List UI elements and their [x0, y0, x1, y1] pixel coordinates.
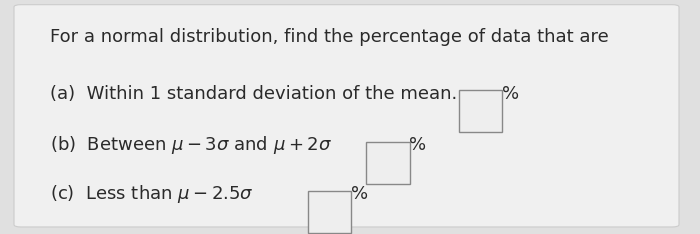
Text: %: %	[502, 85, 519, 102]
Text: (b)  Between $\mu - 3\sigma$ and $\mu + 2\sigma$: (b) Between $\mu - 3\sigma$ and $\mu + 2…	[50, 134, 332, 156]
FancyBboxPatch shape	[308, 191, 351, 233]
FancyBboxPatch shape	[14, 5, 679, 227]
Text: (a)  Within 1 standard deviation of the mean.: (a) Within 1 standard deviation of the m…	[50, 85, 458, 102]
Text: %: %	[410, 136, 426, 154]
FancyBboxPatch shape	[458, 90, 502, 132]
FancyBboxPatch shape	[366, 142, 410, 184]
Text: For a normal distribution, find the percentage of data that are: For a normal distribution, find the perc…	[50, 29, 609, 46]
Text: %: %	[351, 185, 368, 203]
Text: (c)  Less than $\mu - 2.5\sigma$: (c) Less than $\mu - 2.5\sigma$	[50, 183, 254, 205]
